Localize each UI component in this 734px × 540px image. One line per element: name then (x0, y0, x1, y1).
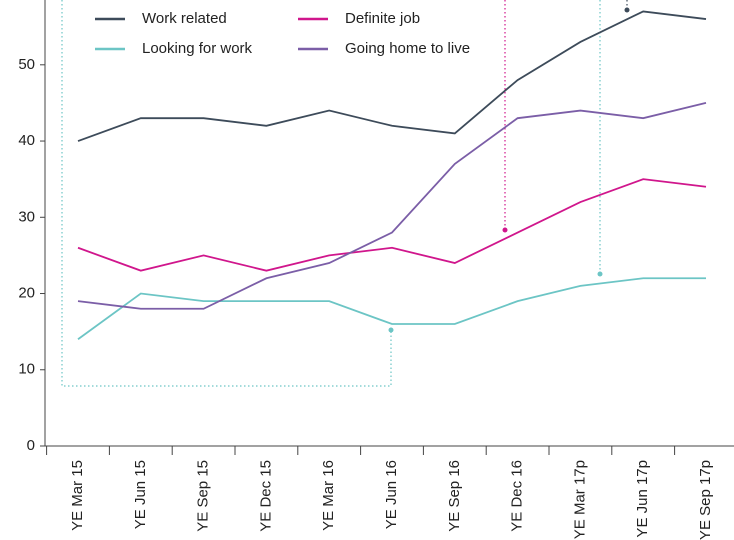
line-series (77, 178, 707, 272)
x-tick-label: YE Sep 15 (195, 460, 212, 532)
x-tick-label: YE Mar 15 (69, 460, 86, 531)
legend-label: Going home to live (345, 40, 470, 57)
legend-label: Work related (142, 10, 227, 27)
y-tick-label: 0 (27, 437, 35, 454)
x-tick-label: YE Mar 16 (320, 460, 337, 531)
annotation-lines (61, 0, 628, 387)
line-series (77, 10, 707, 142)
annotation-dot (597, 271, 603, 277)
line-series (77, 277, 706, 340)
x-tick-label: YE Jun 15 (132, 460, 149, 529)
x-tick-label: YE Sep 17p (697, 460, 714, 540)
y-tick-label: 40 (18, 132, 35, 149)
x-tick-label: YE Sep 16 (446, 460, 463, 532)
x-tick-label: YE Dec 15 (257, 460, 274, 532)
y-tick-label: 20 (18, 284, 35, 301)
annotation-dot (502, 227, 508, 233)
x-tick-label: YE Jun 16 (383, 460, 400, 529)
legend-label: Definite job (345, 10, 420, 27)
line-series (77, 102, 707, 310)
annotation-dot (624, 7, 630, 13)
x-tick-label: YE Jun 17p (634, 460, 651, 538)
x-tick-label: YE Dec 16 (509, 460, 526, 532)
y-tick-label: 10 (18, 361, 35, 378)
legend-label: Looking for work (142, 40, 253, 57)
y-tick-label: 30 (18, 208, 35, 225)
annotation-dot (388, 327, 394, 333)
x-tick-label: YE Mar 17p (571, 460, 588, 539)
annotation-line (61, 0, 392, 387)
y-tick-label: 50 (18, 56, 35, 73)
